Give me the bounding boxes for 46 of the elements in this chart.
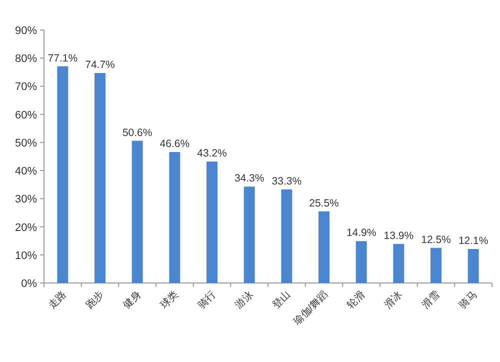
y-tick-label: 20% [14,222,38,234]
x-tick-label: 登山 [270,288,293,312]
y-tick-label: 50% [14,137,38,150]
bar [393,244,404,283]
data-label: 74.7% [85,59,115,72]
bar [206,162,218,283]
bar [57,66,68,283]
bar [318,211,330,283]
bar [281,189,292,283]
bar [244,186,255,283]
x-tick-label: 轮滑 [344,288,368,312]
data-label: 25.5% [309,197,339,210]
bar [356,241,367,283]
x-tick-label: 游泳 [232,288,256,312]
x-tick-label: 骑马 [458,289,480,312]
bar [132,140,143,283]
data-label: 33.3% [272,175,302,188]
data-label: 46.6% [160,138,190,150]
y-tick-label: 30% [14,194,38,206]
x-tick-label: 健身 [120,288,144,312]
y-tick-label: 60% [14,109,38,122]
x-tick-label: 骑行 [196,289,218,312]
data-label: 43.2% [197,148,227,160]
data-label: 50.6% [122,126,152,139]
x-tick-label: 走路 [46,288,69,312]
bar [468,248,479,283]
x-tick-label: 滑冰 [382,288,405,312]
data-label: 14.9% [346,227,376,240]
y-tick-label: 40% [14,166,38,178]
x-tick-label: 跑步 [83,288,106,312]
x-tick-label: 瑜伽/舞蹈 [291,288,330,328]
y-tick-label: 0% [21,278,38,290]
y-tick-label: 10% [14,250,38,262]
bar [94,73,106,283]
data-label: 34.3% [234,172,264,185]
data-label: 12.5% [421,234,451,246]
y-tick-label: 90% [14,25,38,37]
data-label: 77.1% [48,52,78,64]
bar [430,248,442,283]
x-tick-label: 球类 [158,288,181,312]
data-label: 13.9% [384,230,414,242]
y-tick-label: 80% [14,53,38,66]
x-tick-label: 滑雪 [419,288,442,312]
data-label: 12.1% [458,234,488,247]
bar [169,152,180,283]
y-tick-label: 70% [14,81,38,94]
